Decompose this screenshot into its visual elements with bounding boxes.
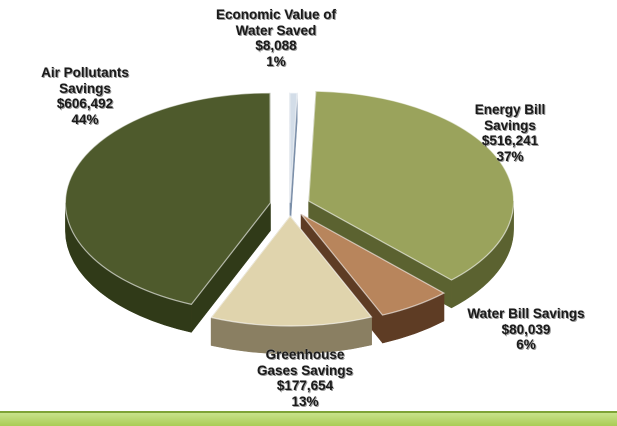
label-air-percent: 44% [20, 112, 150, 128]
label-water-bill-percent: 6% [446, 337, 606, 353]
label-energy-percent: 37% [450, 149, 570, 165]
label-water-value-line2: Water Saved [176, 23, 376, 39]
label-water-value: Economic Value of Water Saved $8,088 1% [176, 7, 376, 69]
label-ghg-line2: Gases Savings [225, 363, 385, 379]
label-water-bill: Water Bill Savings $80,039 6% [446, 306, 606, 353]
label-ghg-percent: 13% [225, 394, 385, 410]
label-air-amount: $606,492 [20, 96, 150, 112]
label-energy-line2: Savings [450, 118, 570, 134]
label-ghg-amount: $177,654 [225, 378, 385, 394]
label-water-value-amount: $8,088 [176, 38, 376, 54]
label-water-bill-line1: Water Bill Savings [446, 306, 606, 322]
label-energy: Energy Bill Savings $516,241 37% [450, 102, 570, 164]
label-water-value-percent: 1% [176, 54, 376, 70]
label-water-value-line1: Economic Value of [176, 7, 376, 23]
label-energy-line1: Energy Bill [450, 102, 570, 118]
label-air-line2: Savings [20, 81, 150, 97]
slice-water_value [290, 93, 298, 203]
label-ghg-line1: Greenhouse [225, 347, 385, 363]
label-air-line1: Air Pollutants [20, 65, 150, 81]
label-water-bill-amount: $80,039 [446, 322, 606, 338]
label-ghg: Greenhouse Gases Savings $177,654 13% [225, 347, 385, 409]
label-energy-amount: $516,241 [450, 133, 570, 149]
label-air: Air Pollutants Savings $606,492 44% [20, 65, 150, 127]
